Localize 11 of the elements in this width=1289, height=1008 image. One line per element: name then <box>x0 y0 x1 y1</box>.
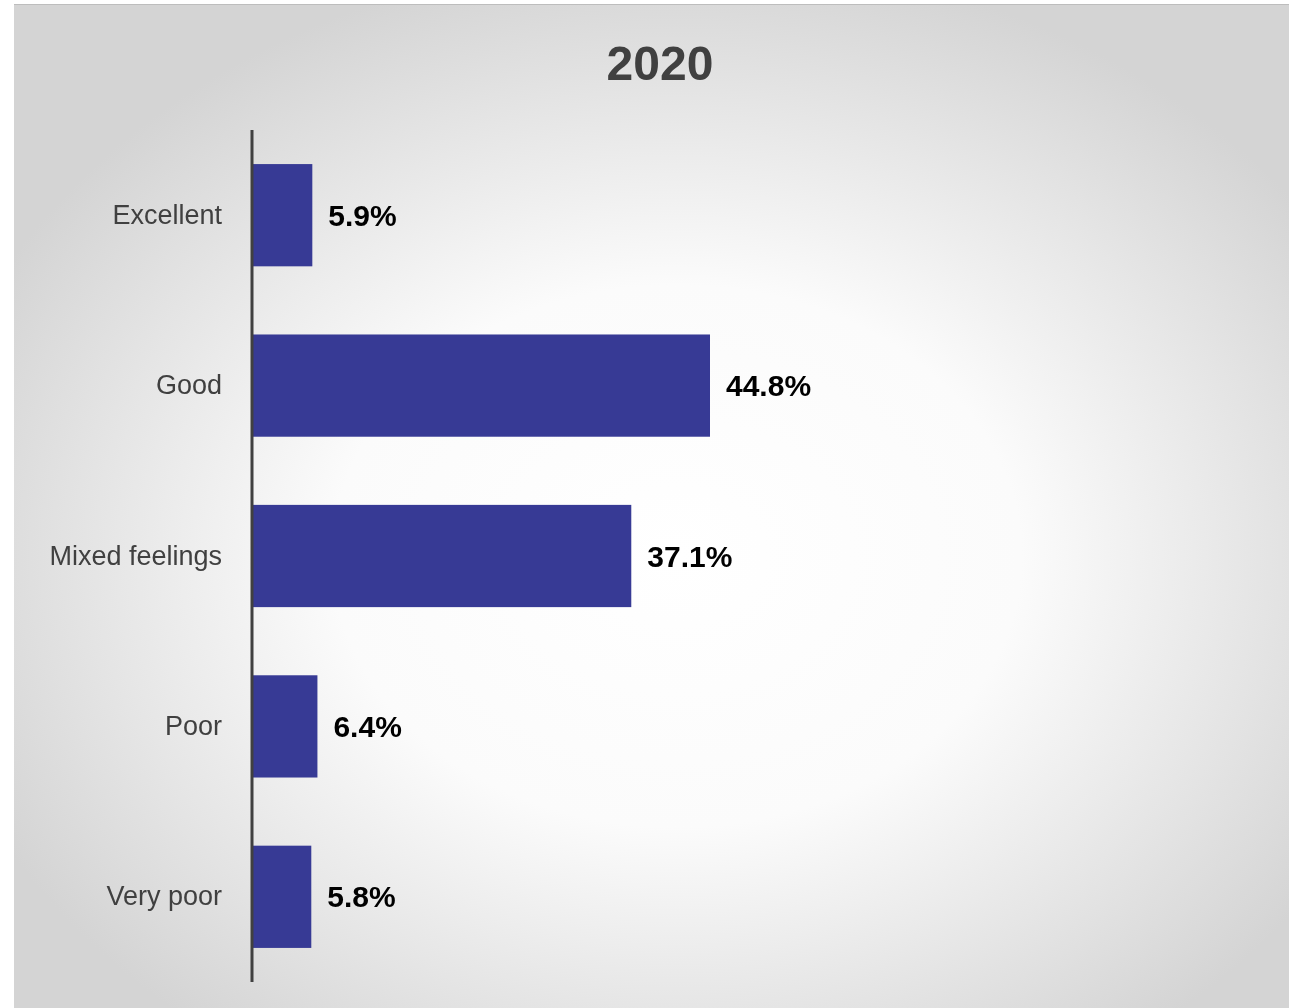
y-tick-label: Very poor <box>106 881 222 912</box>
data-label: 5.9% <box>328 198 397 232</box>
y-tick-label: Good <box>155 370 222 401</box>
y-tick-label: Mixed feelings <box>49 540 222 571</box>
data-label: 6.4% <box>333 709 402 743</box>
y-tick-label: Poor <box>164 711 222 742</box>
y-tick-label: Excellent <box>112 199 223 230</box>
chart-title: 2020 <box>606 37 714 90</box>
data-label: 5.8% <box>327 880 396 914</box>
data-label: 44.8% <box>726 369 812 403</box>
data-label: 37.1% <box>647 539 733 573</box>
